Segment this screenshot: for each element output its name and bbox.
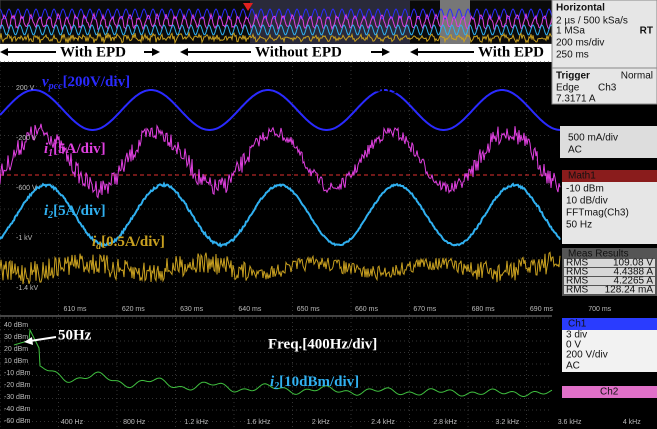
time-tick-label: 630 ms <box>180 306 203 313</box>
freq-tick-label: 400 Hz <box>61 419 84 426</box>
scale: [5A/div] <box>53 203 106 219</box>
freq-tick-label: 2.8 kHz <box>433 419 457 426</box>
y-tick-label: -1.4 kV <box>16 285 39 292</box>
i2-label: i2[5A/div] <box>44 203 106 221</box>
y-tick-label: -1 kV <box>16 235 33 242</box>
time-scale-label: t[10ms/div] <box>325 79 398 95</box>
freq-tick-label: 1.6 kHz <box>247 419 271 426</box>
time-tick-label: 650 ms <box>297 306 320 313</box>
freq-tick-label: 2.4 kHz <box>371 419 395 426</box>
panel-text: 200 ms/div <box>556 38 604 49</box>
subscript: pcc <box>48 81 63 92</box>
freq-tick-label: 3.6 kHz <box>558 419 582 426</box>
panel-text: 7.3171 A <box>556 94 596 105</box>
time-tick-label: 640 ms <box>238 306 261 313</box>
segment-label: Without EPD <box>255 44 342 60</box>
panel-text: RT <box>640 26 653 37</box>
panel-text: Math1 <box>568 171 596 182</box>
time-tick-label: 660 ms <box>355 306 378 313</box>
panel-text: 200 V/div <box>566 350 608 361</box>
fft-y-label: -20 dBm <box>4 382 31 389</box>
panel-text: Ch3 <box>598 83 617 94</box>
fft-y-label: 10 dBm <box>4 358 28 365</box>
freq-tick-label: 3.2 kHz <box>496 419 520 426</box>
panel-text: Trigger <box>556 71 590 82</box>
panel-text: Ch2 <box>600 387 619 398</box>
i1-label: i1[5A/div] <box>44 141 106 159</box>
time-tick-label: 700 ms <box>588 306 611 313</box>
segment-label: With EPD <box>60 44 126 60</box>
freq-tick-label: 2 kHz <box>312 419 330 426</box>
panel-text: -10 dBm <box>566 184 604 195</box>
panel-text: 10 dB/div <box>566 196 608 207</box>
fft-y-label: 20 dBm <box>4 346 28 353</box>
y-tick-label: -600 V <box>16 185 37 192</box>
fft-y-label: 40 dBm <box>4 322 28 329</box>
panel-text: 50 Hz <box>566 220 592 231</box>
id-label: id[0.5A/div] <box>92 234 165 252</box>
y-tick-label: -200 V <box>16 135 37 142</box>
fft-y-label: -60 dBm <box>4 418 31 425</box>
fft-y-label: -30 dBm <box>4 394 31 401</box>
time-tick-label: 610 ms <box>64 306 87 313</box>
fft-y-label: 30 dBm <box>4 334 28 341</box>
page: {"horizontal_panel": {"title": "Horizont… <box>0 0 657 429</box>
time-tick-label: 680 ms <box>472 306 495 313</box>
fundamental-label: 50Hz <box>58 327 92 343</box>
fft-y-label: -40 dBm <box>4 406 31 413</box>
scale: [0.5A/div] <box>101 234 165 250</box>
panel-text: AC <box>566 361 580 372</box>
panel-text: 500 mA/div <box>568 133 618 144</box>
fft-y-label: -10 dBm <box>4 370 31 377</box>
freq-tick-label: 1.2 kHz <box>185 419 209 426</box>
panel-text: AC <box>568 145 582 156</box>
freq-scale-label: Freq.[400Hz/div] <box>268 336 377 352</box>
panel-text: FFTmag(Ch3) <box>566 208 629 219</box>
panel-text: 1 MSa <box>556 26 585 37</box>
scope-screen: 200 V -200 V -600 V -1 kV -1.4 kV 610 ms 620 m… <box>0 0 657 429</box>
segment-label: With EPD <box>478 44 544 60</box>
scale: [5A/div] <box>53 141 106 157</box>
time-tick-label: 620 ms <box>122 306 145 313</box>
panel-text: Edge <box>556 83 580 94</box>
y-tick-label: 200 V <box>16 85 35 92</box>
i2-fft-label: i2[10dBm/div] <box>270 374 359 392</box>
scale: [200V/div] <box>63 74 131 90</box>
panel-text: 250 ms <box>556 50 589 61</box>
panel-text: Normal <box>621 71 653 82</box>
scale: [10dBm/div] <box>279 374 359 390</box>
panel-text: 128.24 mA <box>605 285 654 296</box>
panel-text: Horizontal <box>556 3 605 14</box>
time-tick-label: 670 ms <box>413 306 436 313</box>
freq-tick-label: 4 kHz <box>623 419 641 426</box>
time-tick-label: 690 ms <box>530 306 553 313</box>
freq-tick-label: 800 Hz <box>123 419 146 426</box>
panel-text: RMS <box>566 285 589 296</box>
panel-text: Ch1 <box>568 319 587 330</box>
